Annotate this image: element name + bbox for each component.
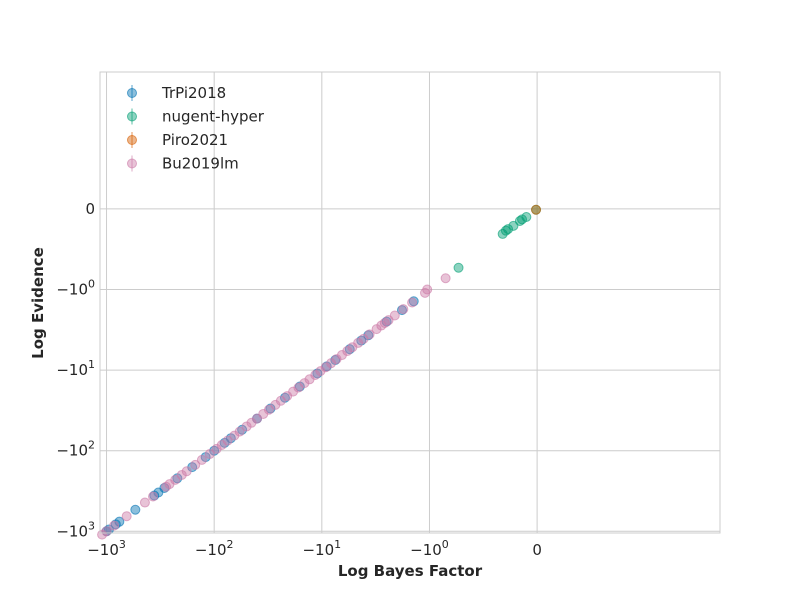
data-point [196, 454, 207, 465]
legend-item-trpi2018: TrPi2018 [127, 84, 226, 102]
data-point [130, 504, 141, 515]
y-tick-label: −102 [56, 439, 95, 460]
data-point [531, 204, 542, 215]
data-point [364, 329, 375, 340]
data-point [121, 511, 132, 522]
data-point [453, 262, 464, 273]
x-axis-title: Log Bayes Factor [338, 562, 483, 580]
data-point [521, 211, 532, 222]
legend-item-nugent-hyper: nugent-hyper [127, 108, 265, 126]
grid [100, 72, 720, 533]
legend-label: TrPi2018 [161, 84, 226, 102]
y-tick-label: −103 [56, 519, 95, 540]
data-point [211, 443, 222, 454]
legend-label: nugent-hyper [162, 108, 265, 126]
y-tick-label: −100 [56, 278, 95, 299]
legend: TrPi2018 nugent-hyper Piro2021 Bu2019lm [127, 84, 265, 173]
data-point [101, 526, 112, 537]
data-point [310, 369, 321, 380]
x-tick-label: −100 [410, 538, 449, 559]
data-point [440, 273, 451, 284]
y-axis-title: Log Evidence [29, 247, 47, 359]
data-point [234, 426, 245, 437]
data-point [299, 378, 310, 389]
legend-marker [127, 135, 137, 145]
series-piro2021 [531, 204, 542, 215]
legend-marker [127, 158, 137, 169]
series-bu2019lm [97, 273, 451, 540]
data-point [148, 491, 159, 502]
legend-label: Bu2019lm [162, 155, 239, 173]
data-series [97, 204, 542, 540]
data-point [407, 297, 418, 308]
x-tick-labels: −103 −102 −101 −100 0 [87, 538, 542, 559]
data-point [109, 520, 120, 531]
data-point [204, 449, 215, 460]
data-point [139, 497, 150, 508]
x-tick-label: −103 [87, 538, 126, 559]
data-point [159, 482, 170, 493]
y-tick-label: 0 [85, 200, 95, 218]
x-tick-label: −102 [195, 538, 234, 559]
data-point [114, 516, 125, 527]
data-point [389, 310, 400, 321]
x-tick-label: −101 [302, 538, 341, 559]
x-tick-label: 0 [532, 541, 542, 559]
plot-frame [99, 71, 721, 534]
data-point [315, 366, 326, 377]
legend-item-bu2019lm: Bu2019lm [127, 155, 239, 173]
data-point [398, 304, 409, 315]
data-point [181, 466, 192, 477]
y-tick-labels: 0 −100 −101 −102 −103 [56, 200, 95, 540]
y-tick-label: −101 [56, 358, 95, 379]
plot-area [100, 72, 720, 533]
legend-item-piro2021: Piro2021 [127, 131, 228, 149]
data-point [222, 435, 233, 446]
data-point [408, 296, 419, 307]
legend-marker [127, 111, 137, 122]
legend-marker [127, 88, 137, 98]
data-point [503, 224, 514, 235]
data-point [190, 459, 201, 470]
legend-label: Piro2021 [162, 131, 228, 149]
data-point [342, 346, 353, 357]
data-point [422, 284, 433, 295]
data-point [170, 474, 181, 485]
